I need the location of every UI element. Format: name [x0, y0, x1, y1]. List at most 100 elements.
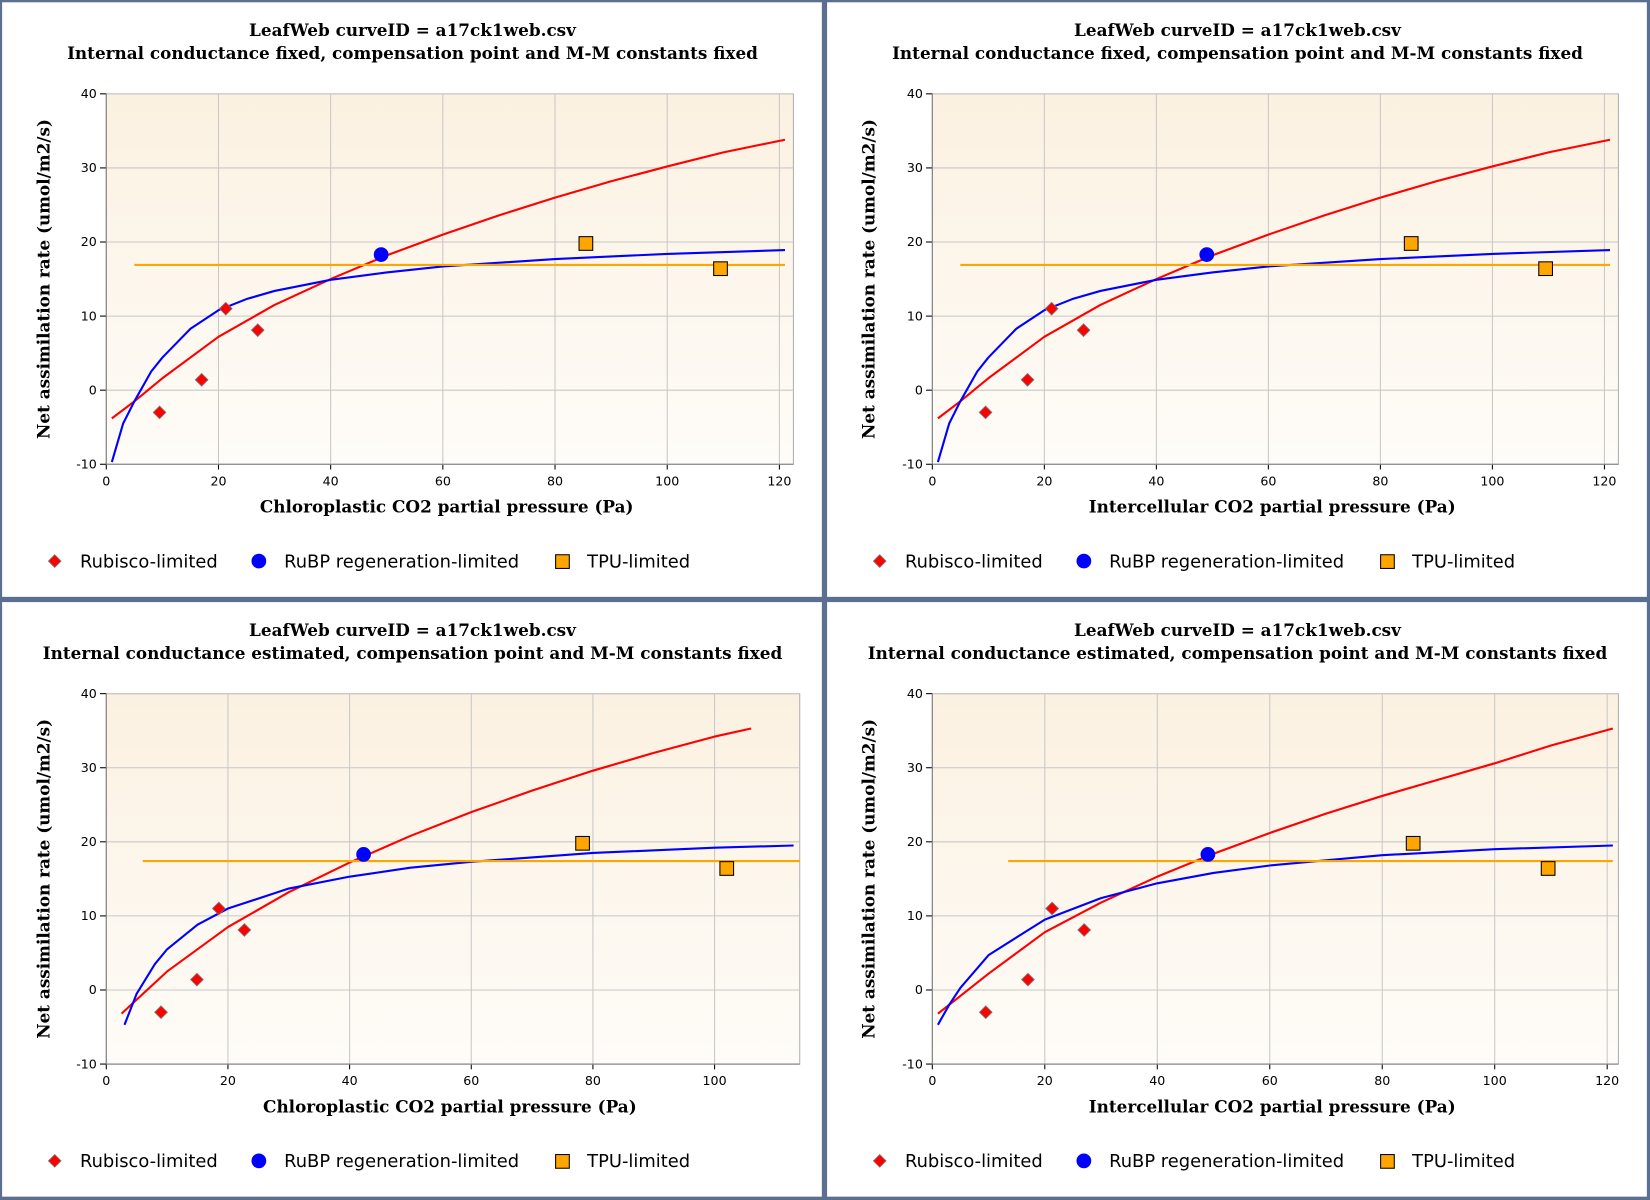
legend-square-icon	[555, 554, 570, 569]
rubp-fit-curve	[110, 249, 786, 463]
x-tick-label: 20	[1036, 473, 1052, 488]
legend-tpu-label: TPU-limited	[1411, 551, 1515, 572]
legend-rubisco-label: Rubisco-limited	[80, 1151, 218, 1172]
y-tick-label: 30	[81, 760, 97, 775]
x-tick-label: 80	[1374, 1073, 1390, 1088]
legend-circle-icon	[251, 1153, 267, 1169]
legend-circle-icon	[1076, 553, 1092, 569]
y-axis-label: Net assimilation rate (umol/m2/s)	[33, 719, 53, 1039]
rubisco-data-point	[1076, 323, 1091, 338]
rubp-data-point	[1200, 847, 1216, 862]
legend-rubisco-label: Rubisco-limited	[905, 1151, 1043, 1172]
rubp-data-point	[373, 247, 389, 262]
legend-rubp-label: RuBP regeneration-limited	[1109, 1151, 1344, 1172]
y-tick-label: 40	[81, 686, 97, 701]
x-tick-label: 120	[1595, 1073, 1619, 1088]
x-tick-label: 80	[547, 473, 563, 488]
plot-area	[931, 693, 1619, 1065]
y-tick-label: 40	[907, 86, 923, 101]
rubisco-fit-curve	[937, 138, 1611, 420]
x-tick-label: 20	[1037, 1073, 1053, 1088]
y-axis-label: Net assimilation rate (umol/m2/s)	[33, 119, 53, 439]
y-axis-label: Net assimilation rate (umol/m2/s)	[858, 719, 878, 1039]
x-tick-label: 100	[703, 1073, 727, 1088]
rubp-data-point	[356, 847, 371, 862]
x-tick-label: 80	[1372, 473, 1388, 488]
chart-subtitle: Internal conductance fixed, compensation…	[67, 43, 758, 63]
y-tick-label: 30	[907, 760, 923, 775]
chart-title: LeafWeb curveID = a17ck1web.csv	[249, 20, 577, 40]
rubisco-data-point	[978, 1005, 993, 1020]
rubisco-fit-curve	[120, 727, 752, 1015]
rubisco-data-point	[1045, 901, 1060, 916]
x-tick-label: 20	[210, 473, 226, 488]
rubisco-fit-curve	[111, 138, 786, 420]
y-tick-label: 30	[907, 160, 923, 175]
x-axis-label: Intercellular CO2 partial pressure (Pa)	[1089, 1096, 1456, 1116]
tpu-data-point	[713, 261, 728, 277]
plot-area	[931, 93, 1619, 465]
x-tick-label: 0	[928, 1073, 936, 1088]
rubisco-data-point	[237, 923, 252, 937]
legend-rubisco-label: Rubisco-limited	[905, 551, 1043, 572]
rubisco-data-point	[211, 901, 226, 916]
legend-tpu-label: TPU-limited	[1411, 1151, 1515, 1172]
legend: Rubisco-limited RuBP regeneration-limited…	[872, 551, 1515, 572]
x-tick-label: 40	[1149, 1073, 1165, 1088]
y-tick-label: 40	[81, 86, 97, 101]
rubisco-data-point	[1020, 372, 1035, 387]
y-axis-label: Net assimilation rate (umol/m2/s)	[858, 119, 878, 439]
legend-circle-icon	[1076, 1153, 1092, 1169]
y-tick-label: 10	[81, 908, 97, 923]
y-tick-label: 0	[915, 382, 923, 397]
y-tick-label: -10	[902, 1056, 923, 1071]
rubisco-data-point	[218, 301, 233, 316]
legend-square-icon	[1380, 1154, 1395, 1169]
x-tick-label: 20	[220, 1073, 236, 1088]
legend-diamond-icon	[47, 554, 62, 568]
x-tick-label: 60	[435, 473, 451, 488]
tpu-data-point	[1405, 835, 1421, 851]
chart-title: LeafWeb curveID = a17ck1web.csv	[1074, 20, 1402, 40]
rubp-fit-curve	[936, 844, 1613, 1026]
x-tick-label: 0	[928, 473, 936, 488]
legend: Rubisco-limited RuBP regeneration-limited…	[47, 551, 690, 572]
y-tick-label: 20	[907, 834, 923, 849]
rubp-data-point	[1199, 247, 1215, 262]
tpu-data-point	[575, 835, 590, 851]
chart-panel-1: LeafWeb curveID = a17ck1web.csv Internal …	[2, 2, 822, 597]
x-tick-label: 0	[102, 473, 110, 488]
rubp-fit-curve	[936, 249, 1611, 463]
tpu-data-point	[719, 861, 735, 876]
legend: Rubisco-limited RuBP regeneration-limited…	[47, 1151, 690, 1172]
x-tick-label: 40	[1148, 473, 1164, 488]
tpu-data-point	[1540, 861, 1556, 876]
chart-panel-2: LeafWeb curveID = a17ck1web.csv Internal …	[827, 2, 1647, 597]
legend-diamond-icon	[872, 1153, 887, 1168]
y-tick-label: 20	[907, 234, 923, 249]
x-tick-label: 40	[342, 1073, 358, 1088]
tpu-data-point	[1403, 236, 1419, 251]
x-tick-label: 80	[585, 1073, 601, 1088]
x-tick-label: 60	[1260, 473, 1276, 488]
rubisco-fit-curve	[937, 727, 1614, 1015]
legend: Rubisco-limited RuBP regeneration-limited…	[872, 1151, 1515, 1172]
y-tick-label: 10	[81, 308, 97, 323]
rubisco-data-point	[152, 405, 167, 420]
y-tick-label: -10	[76, 456, 97, 471]
rubisco-data-point	[1021, 972, 1035, 987]
legend-diamond-icon	[47, 1153, 62, 1168]
legend-circle-icon	[251, 553, 267, 569]
y-tick-label: 0	[89, 982, 97, 997]
chart-subtitle: Internal conductance estimated, compensa…	[868, 643, 1608, 663]
rubisco-data-point	[1044, 301, 1059, 316]
y-tick-label: 10	[907, 908, 923, 923]
rubisco-data-point	[190, 972, 204, 987]
legend-tpu-label: TPU-limited	[586, 1151, 690, 1172]
chart-subtitle: Internal conductance estimated, compensa…	[43, 643, 783, 663]
legend-diamond-icon	[872, 554, 887, 568]
x-tick-label: 0	[102, 1073, 110, 1088]
y-tick-label: 30	[81, 160, 97, 175]
plot-area	[105, 93, 794, 465]
